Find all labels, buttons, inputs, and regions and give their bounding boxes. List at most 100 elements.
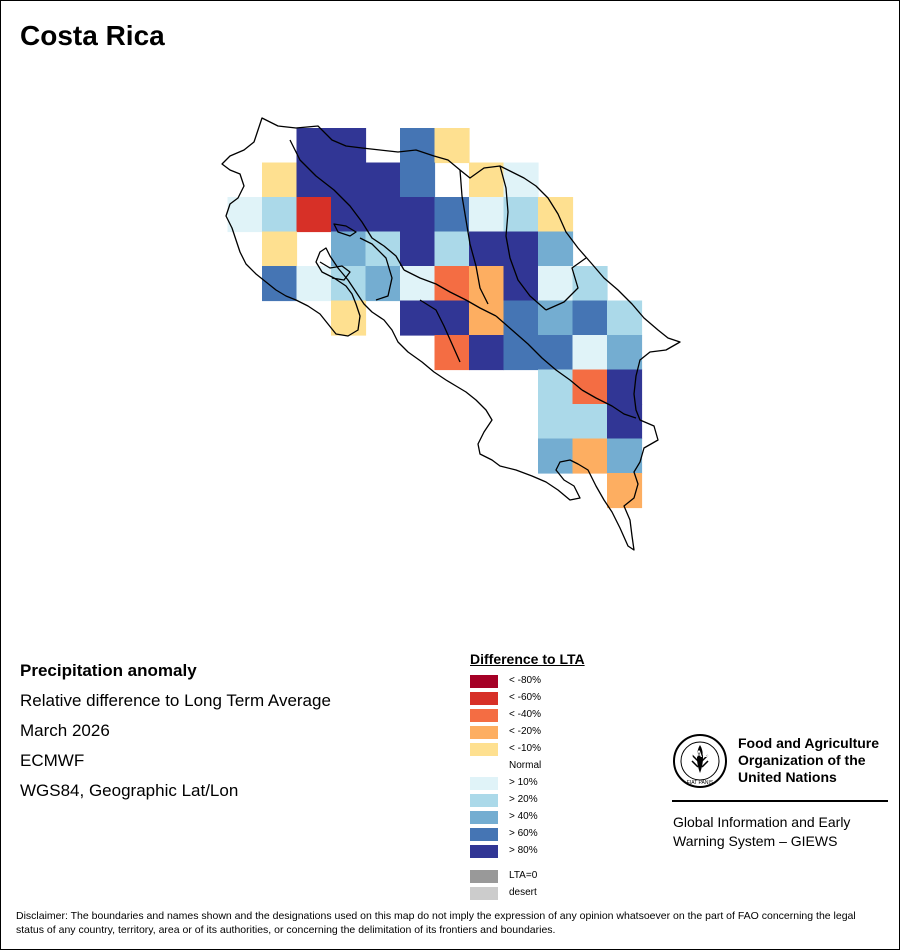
legend-item: < -10% <box>470 741 585 758</box>
province-boundary <box>289 139 405 271</box>
province-boundary <box>403 269 497 317</box>
anomaly-cell <box>607 300 643 336</box>
anomaly-cell <box>400 197 436 233</box>
legend-swatch <box>470 760 498 773</box>
legend-label: > 20% <box>509 794 538 805</box>
legend-item: < -60% <box>470 690 585 707</box>
legend-swatch <box>470 709 498 722</box>
province-boundary <box>499 165 547 311</box>
fao-name-line: United Nations <box>738 769 837 785</box>
legend-swatch <box>470 845 498 858</box>
disclaimer: Disclaimer: The boundaries and names sho… <box>16 910 856 936</box>
anomaly-cell <box>434 335 470 371</box>
legend-label: < -40% <box>509 709 541 720</box>
fao-name-line: Organization of the <box>738 752 866 768</box>
anomaly-cell <box>469 335 505 371</box>
map-projection: WGS84, Geographic Lat/Lon <box>20 781 239 800</box>
anomaly-cell <box>296 266 332 302</box>
anomaly-cell <box>331 266 367 302</box>
anomaly-cell <box>607 473 643 509</box>
anomaly-cell <box>538 404 574 440</box>
legend-swatch <box>470 811 498 824</box>
anomaly-cell <box>331 162 367 198</box>
lake-arenal <box>333 223 357 237</box>
anomaly-cell <box>572 404 608 440</box>
anomaly-cell <box>262 231 298 267</box>
legend-swatch <box>470 794 498 807</box>
legend-extra-items: LTA=0 desert <box>470 868 585 902</box>
fao-name: Food and Agriculture Organization of the… <box>738 735 898 786</box>
legend-item: < -20% <box>470 724 585 741</box>
anomaly-cell <box>434 231 470 267</box>
country-outline <box>221 117 681 551</box>
map-period: March 2026 <box>20 721 110 740</box>
anomaly-cell <box>227 197 263 233</box>
fao-name-line: Food and Agriculture <box>738 735 880 751</box>
legend-item: > 40% <box>470 809 585 826</box>
fao-emblem-icon: FAO FIAT PANIS <box>673 734 727 788</box>
legend-label: < -20% <box>509 726 541 737</box>
anomaly-cell <box>503 335 539 371</box>
legend-item: desert <box>470 885 585 902</box>
anomaly-cell <box>400 162 436 198</box>
anomaly-grid <box>227 128 643 509</box>
emblem-motto: FIAT PANIS <box>687 780 714 786</box>
anomaly-cell <box>400 231 436 267</box>
anomaly-cell <box>607 335 643 371</box>
legend-swatch <box>470 870 498 883</box>
anomaly-cell <box>400 266 436 302</box>
anomaly-cell <box>572 438 608 474</box>
map-info: Precipitation anomaly Relative differenc… <box>20 656 331 806</box>
legend-label: > 80% <box>509 845 538 856</box>
anomaly-cell <box>469 266 505 302</box>
anomaly-cell <box>538 197 574 233</box>
anomaly-cell <box>538 438 574 474</box>
emblem-letters: FAO <box>691 749 710 759</box>
anomaly-cell <box>331 128 367 164</box>
anomaly-cell <box>503 197 539 233</box>
legend-label: LTA=0 <box>509 870 538 881</box>
map-description: Relative difference to Long Term Average <box>20 691 331 710</box>
legend-label: Normal <box>509 760 542 771</box>
anomaly-cell <box>296 197 332 233</box>
legend-swatch <box>470 777 498 790</box>
legend-item: > 20% <box>470 792 585 809</box>
legend-label: < -60% <box>509 692 541 703</box>
giews-name-line: Warning System – GIEWS <box>673 833 838 849</box>
province-boundary <box>359 237 393 301</box>
legend: Difference to LTA < -80% < -60% < -40% < -2… <box>470 651 585 902</box>
legend-swatch <box>470 743 498 756</box>
anomaly-cell <box>503 231 539 267</box>
map-title: Costa Rica <box>20 20 165 51</box>
anomaly-cell <box>572 300 608 336</box>
legend-item: < -80% <box>470 673 585 690</box>
legend-item: < -40% <box>470 707 585 724</box>
legend-label: > 60% <box>509 828 538 839</box>
anomaly-cell <box>331 300 367 336</box>
legend-item: LTA=0 <box>470 868 585 885</box>
legend-title: Difference to LTA <box>470 651 585 667</box>
costa-rica-border <box>221 117 681 551</box>
legend-label: < -80% <box>509 675 541 686</box>
anomaly-cell <box>262 197 298 233</box>
anomaly-cell <box>331 197 367 233</box>
anomaly-cell <box>469 162 505 198</box>
anomaly-cell <box>365 266 401 302</box>
province-boundary <box>459 169 489 305</box>
anomaly-cell <box>434 266 470 302</box>
legend-items: < -80% < -60% < -40% < -20% < -10% Normal > 10… <box>470 673 585 860</box>
map-subject: Precipitation anomaly <box>20 661 197 680</box>
map-source: ECMWF <box>20 751 85 770</box>
legend-swatch <box>470 675 498 688</box>
province-boundary <box>581 389 637 419</box>
giews-name-line: Global Information and Early <box>673 814 851 830</box>
anomaly-cell <box>434 197 470 233</box>
province-boundary <box>419 299 461 363</box>
legend-item: > 10% <box>470 775 585 792</box>
legend-swatch <box>470 887 498 900</box>
province-boundary <box>545 257 587 311</box>
legend-swatch <box>470 726 498 739</box>
anomaly-cell <box>365 162 401 198</box>
anomaly-cell <box>296 162 332 198</box>
legend-item: > 60% <box>470 826 585 843</box>
